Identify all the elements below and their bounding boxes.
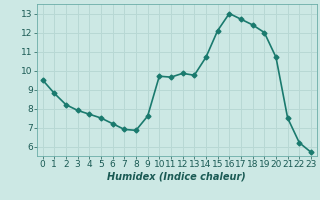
X-axis label: Humidex (Indice chaleur): Humidex (Indice chaleur) (108, 172, 246, 182)
